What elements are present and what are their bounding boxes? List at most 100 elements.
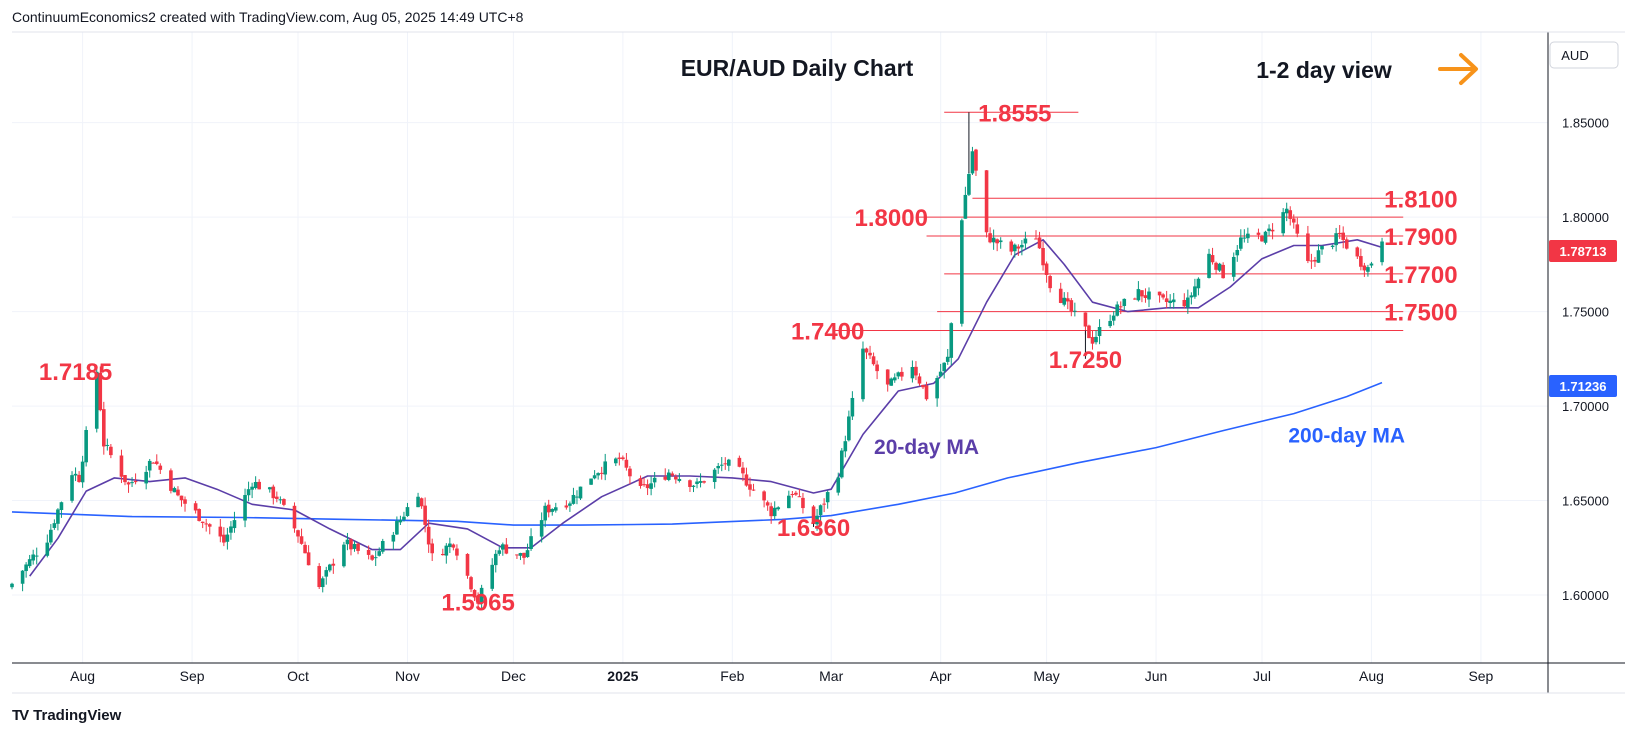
candle-body xyxy=(1044,263,1049,275)
candle-body xyxy=(1147,291,1151,300)
candle xyxy=(529,528,533,551)
candle-body xyxy=(801,497,805,509)
candle-body xyxy=(426,526,431,545)
candle xyxy=(1246,227,1250,243)
candle-body xyxy=(320,578,325,588)
candle xyxy=(942,362,946,379)
candle-body xyxy=(847,416,851,441)
candle-body xyxy=(1337,232,1342,235)
candle xyxy=(889,377,894,386)
candle xyxy=(345,532,350,551)
candle-body xyxy=(455,548,459,556)
annotation-label: 1.7500 xyxy=(1384,300,1457,327)
candle xyxy=(200,521,205,529)
candle xyxy=(1140,290,1144,303)
candle-body xyxy=(1013,244,1017,252)
candle xyxy=(914,361,918,381)
candle xyxy=(1366,264,1370,277)
candle xyxy=(892,373,897,383)
candle-body xyxy=(1210,255,1215,263)
x-tick-label: Nov xyxy=(395,668,420,684)
candle-body xyxy=(327,564,332,571)
candle xyxy=(1147,287,1151,308)
candle xyxy=(349,538,353,556)
candle-body xyxy=(1097,326,1102,337)
candle xyxy=(550,508,555,516)
candle-body xyxy=(479,587,484,604)
candle xyxy=(670,471,675,477)
candle-body xyxy=(1235,250,1240,256)
candle xyxy=(1341,226,1345,249)
candle-body xyxy=(1362,265,1367,271)
candle xyxy=(472,589,477,601)
candle xyxy=(426,519,431,553)
chart-attribution: ContinuumEconomics2 created with Trading… xyxy=(12,9,524,25)
candle xyxy=(275,491,279,503)
candle xyxy=(868,345,872,359)
tradingview-logo[interactable]: TV TradingView xyxy=(12,704,121,726)
candle-body xyxy=(885,369,890,385)
candle-body xyxy=(1256,232,1261,235)
candle xyxy=(546,499,551,518)
candle xyxy=(448,537,452,554)
candle-body xyxy=(20,570,25,584)
candle-body xyxy=(751,489,756,491)
candle xyxy=(910,360,915,383)
candle-body xyxy=(109,446,113,456)
candle-body xyxy=(324,570,329,577)
candle-body xyxy=(193,503,198,511)
candle xyxy=(370,554,374,561)
x-tick-label: Mar xyxy=(819,668,843,684)
candle-body xyxy=(1281,212,1285,234)
candle-body xyxy=(1186,297,1190,308)
candle-body xyxy=(451,544,456,548)
candle xyxy=(504,538,509,555)
candle-body xyxy=(818,505,823,516)
candle-body xyxy=(250,486,254,490)
candle-body xyxy=(246,489,251,496)
candle-body xyxy=(1111,315,1116,321)
candle xyxy=(1122,298,1127,310)
candle-body xyxy=(1359,256,1363,267)
candle xyxy=(1073,302,1077,317)
candle xyxy=(342,541,346,568)
candle-body xyxy=(267,487,272,490)
candle xyxy=(257,479,261,490)
candle-body xyxy=(356,543,360,551)
candle xyxy=(825,490,830,509)
candle xyxy=(1062,292,1067,307)
candle-body xyxy=(592,475,597,479)
candle xyxy=(698,473,703,488)
candle-body xyxy=(123,475,127,483)
candle xyxy=(423,497,427,533)
candle-body xyxy=(52,523,57,528)
candle-body xyxy=(811,506,816,524)
chart-title: EUR/AUD Daily Chart xyxy=(681,55,914,81)
currency-badge[interactable]: AUD xyxy=(1549,41,1619,69)
candle xyxy=(1161,293,1165,300)
candle xyxy=(839,448,844,479)
candle-body xyxy=(59,502,64,511)
candle xyxy=(1157,291,1162,303)
candle xyxy=(176,486,180,497)
candle xyxy=(553,502,558,513)
candle xyxy=(960,218,964,327)
candle xyxy=(232,511,237,533)
candle xyxy=(1143,288,1148,303)
candle xyxy=(649,476,653,496)
candle xyxy=(1097,319,1102,345)
y-tick-label: 1.60000 xyxy=(1562,588,1609,603)
x-tick-label: Jun xyxy=(1145,668,1168,684)
candle-body xyxy=(200,521,205,523)
ma20-layer xyxy=(29,239,1383,577)
candle-body xyxy=(769,506,773,517)
candle xyxy=(1281,208,1285,237)
candle-body xyxy=(70,475,74,501)
candle-body xyxy=(896,372,901,377)
candle-body xyxy=(984,170,989,233)
candle-body xyxy=(949,323,954,358)
candle-body xyxy=(490,564,495,589)
candle-body xyxy=(370,555,374,560)
candle-body xyxy=(207,524,212,527)
